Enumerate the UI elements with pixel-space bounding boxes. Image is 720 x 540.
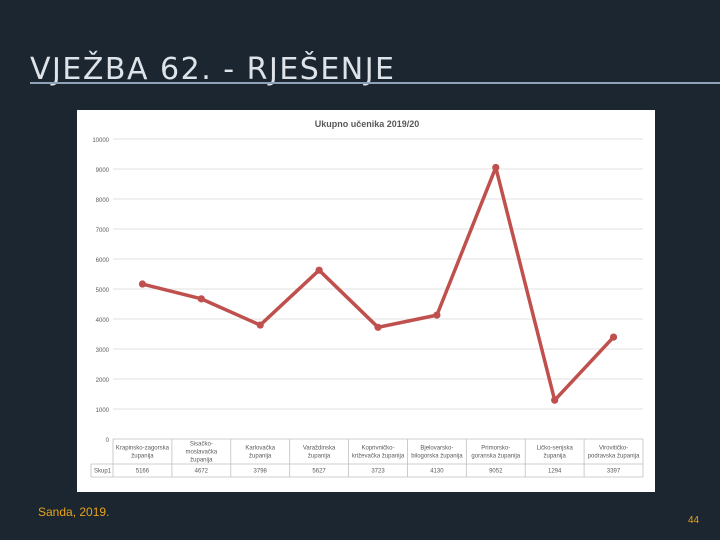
data-value-label: 3798	[254, 469, 268, 475]
data-table: Krapinsko-zagorska županija Sisačko-moslav…	[90, 438, 644, 478]
title-divider	[30, 82, 720, 84]
data-point	[315, 266, 323, 274]
y-axis-ticks: 0 1000 2000 3000 4000 5000 6000 7000 8000 9000 100…	[92, 138, 109, 444]
data-value-label: 3723	[371, 469, 385, 475]
data-point	[433, 311, 441, 319]
data-value-label: 5627	[312, 469, 326, 475]
x-category-label: Bjelovarsko-bilogorska županija	[411, 446, 463, 460]
y-tick-label: 8000	[96, 198, 110, 204]
y-tick-label: 1000	[96, 408, 110, 414]
y-tick-label: 10000	[92, 138, 109, 144]
data-point	[609, 333, 618, 341]
table-series-name: Skup1	[94, 469, 112, 475]
y-tick-label: 5000	[96, 288, 110, 294]
x-category-label: Koprivničko-križevačka županija	[352, 446, 405, 460]
y-tick-label: 4000	[96, 318, 110, 324]
data-value-label: 3397	[607, 469, 621, 475]
x-category-label: Krapinsko-zagorska županija	[116, 446, 170, 460]
y-tick-label: 6000	[96, 258, 110, 264]
data-point	[551, 396, 559, 404]
chart-title: Ukupno učenika 2019/20	[315, 119, 420, 129]
y-tick-label: 9000	[96, 168, 110, 174]
series-line-layer	[138, 163, 618, 404]
y-tick-label: 2000	[96, 378, 110, 384]
x-category-label: Sisačko-moslavačka županija	[185, 442, 217, 464]
data-value-label: 1294	[548, 469, 562, 475]
x-category-label: Varaždinska županija	[303, 446, 336, 460]
data-point	[374, 323, 382, 331]
page-number: 44	[688, 515, 700, 526]
data-point	[492, 163, 500, 172]
x-category-label: Primorsko-goranska županija	[471, 446, 520, 460]
data-point	[197, 295, 205, 303]
data-value-label: 5166	[136, 469, 150, 475]
slide-title: VJEŽBA 62. - RJEŠENJE	[30, 52, 396, 87]
y-tick-label: 3000	[96, 348, 110, 354]
series-line	[140, 165, 616, 402]
chart-gridlines	[113, 138, 643, 410]
data-point	[138, 280, 147, 288]
y-tick-label: 0	[106, 438, 110, 444]
y-tick-label: 7000	[96, 228, 110, 234]
footer-author: Sanda, 2019.	[38, 505, 110, 519]
chart-panel: Ukupno učenika 2019/20 0 1000 2000 3000 4000…	[77, 110, 655, 492]
x-category-label: Virovitičko-podravska županija	[588, 446, 640, 460]
x-category-label: Ličko-senjska županija	[536, 446, 573, 460]
data-point	[256, 321, 264, 329]
data-value-label: 4672	[195, 469, 209, 475]
line-chart: Ukupno učenika 2019/20 0 1000 2000 3000 4000…	[90, 119, 644, 478]
x-category-label: Karlovačka županija	[245, 446, 275, 460]
data-value-label: 9052	[489, 469, 503, 475]
data-value-label: 4130	[430, 469, 444, 475]
